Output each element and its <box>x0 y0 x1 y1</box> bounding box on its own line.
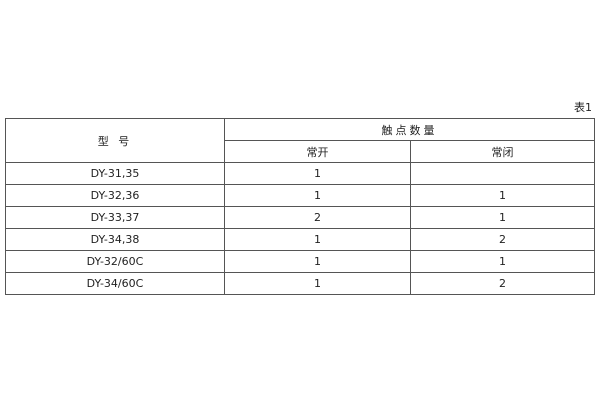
table-row: DY-34,38 1 2 <box>5 228 595 251</box>
normally-closed-cell: 1 <box>410 206 595 229</box>
normally-open-cell: 1 <box>224 184 411 207</box>
model-cell: DY-31,35 <box>5 162 225 185</box>
normally-closed-cell: 2 <box>410 272 595 295</box>
table-row: DY-32/60C 1 1 <box>5 250 595 273</box>
normally-open-cell: 1 <box>224 162 411 185</box>
table-caption: 表1 <box>574 101 592 114</box>
normally-open-cell: 1 <box>224 250 411 273</box>
model-cell: DY-34,38 <box>5 228 225 251</box>
header-normally-closed: 常闭 <box>410 140 595 163</box>
normally-closed-cell: 1 <box>410 250 595 273</box>
table-row: DY-34/60C 1 2 <box>5 272 595 295</box>
table-row: DY-32,36 1 1 <box>5 184 595 207</box>
model-cell: DY-32,36 <box>5 184 225 207</box>
header-model: 型 号 <box>5 118 225 163</box>
normally-open-cell: 2 <box>224 206 411 229</box>
contact-table: 型 号 触点数量 常开 常闭 DY-31,35 1 DY-32,36 1 1 DY-33,… <box>5 118 595 295</box>
model-cell: DY-33,37 <box>5 206 225 229</box>
header-row: 型 号 触点数量 <box>5 118 595 163</box>
normally-closed-cell: 2 <box>410 228 595 251</box>
table-row: DY-31,35 1 <box>5 162 595 185</box>
model-cell: DY-34/60C <box>5 272 225 295</box>
normally-closed-cell <box>410 162 595 185</box>
normally-open-cell: 1 <box>224 228 411 251</box>
header-normally-open: 常开 <box>224 140 411 163</box>
header-contacts: 触点数量 <box>224 118 595 141</box>
table-row: DY-33,37 2 1 <box>5 206 595 229</box>
normally-open-cell: 1 <box>224 272 411 295</box>
model-cell: DY-32/60C <box>5 250 225 273</box>
normally-closed-cell: 1 <box>410 184 595 207</box>
